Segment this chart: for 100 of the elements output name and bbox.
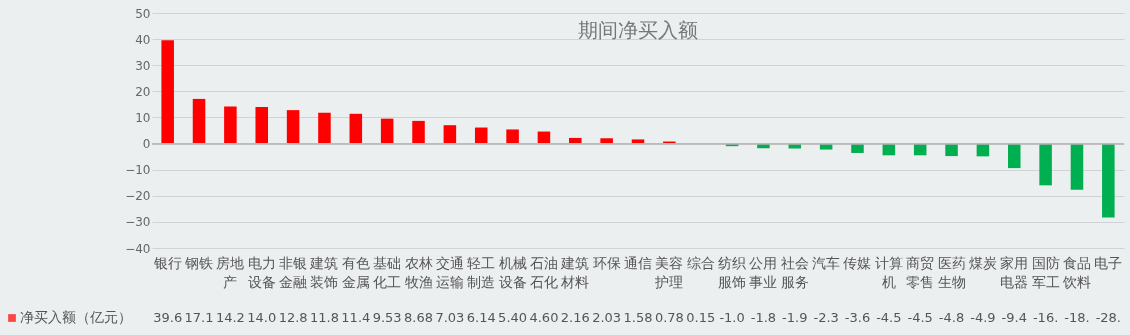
- bar: [224, 106, 237, 144]
- y-tick-label: 50: [135, 6, 151, 21]
- bar: [380, 118, 394, 144]
- data-label: -16.: [1032, 310, 1059, 325]
- data-label: 14.0: [247, 310, 277, 325]
- bar: [255, 107, 269, 144]
- x-tick-label: 有色金属: [341, 254, 370, 290]
- data-label: 6.14: [466, 310, 496, 325]
- x-tick-label: 建筑材料: [560, 254, 590, 290]
- bar: [506, 129, 519, 144]
- bar: [631, 139, 645, 144]
- bar: [851, 143, 864, 153]
- bar: [318, 112, 331, 144]
- bar: [882, 143, 896, 156]
- x-tick-label: 环保: [592, 254, 621, 271]
- data-label: 39.6: [153, 310, 183, 325]
- data-label: 8.68: [404, 310, 433, 325]
- legend-label: 净买入额（亿元）: [20, 309, 132, 325]
- x-tick-label: 纺织服饰: [718, 254, 747, 290]
- bar: [1070, 143, 1084, 190]
- x-tick-label: 建筑装饰: [309, 254, 339, 290]
- bar: [192, 98, 206, 144]
- x-tick-label: 机械设备: [498, 254, 527, 290]
- y-tick-label: −20: [125, 189, 151, 204]
- data-label: 12.8: [278, 310, 308, 325]
- x-tick-label: 商贸零售: [906, 254, 935, 290]
- bar: [349, 113, 363, 144]
- bar: [976, 143, 990, 157]
- bar: [1007, 143, 1021, 169]
- x-tick-label: 综合: [686, 254, 715, 271]
- data-label: -4.5: [907, 310, 933, 325]
- y-tick-label: 0: [142, 137, 151, 152]
- chart-title: 期间净买入额: [578, 18, 698, 42]
- bar: [569, 137, 582, 144]
- data-label: 17.1: [184, 310, 214, 325]
- data-label: 0.78: [654, 310, 684, 325]
- x-tick-label: 石油石化: [529, 254, 558, 290]
- x-tick-label: 钢铁: [184, 254, 214, 271]
- x-tick-label: 基础化工: [373, 254, 402, 290]
- data-label: 5.40: [498, 310, 528, 325]
- y-tick-label: 20: [135, 84, 151, 99]
- data-label: 1.58: [623, 310, 653, 325]
- y-tick-label: −10: [125, 163, 151, 178]
- bar: [1102, 143, 1115, 218]
- x-tick-label: 通信: [624, 254, 652, 271]
- x-tick-label: 汽车: [812, 254, 841, 271]
- data-label: -4.9: [970, 310, 996, 325]
- x-tick-label: 非银金融: [279, 254, 308, 290]
- bar: [474, 127, 488, 144]
- data-label: 4.60: [529, 310, 559, 325]
- data-label: -1.9: [782, 310, 808, 325]
- x-tick-label: 美容护理: [654, 254, 684, 290]
- y-tick-label: −40: [125, 241, 151, 256]
- x-tick-label: 煤炭: [968, 254, 997, 271]
- x-tick-label: 国防军工: [1031, 254, 1060, 290]
- data-label: -1.8: [750, 310, 777, 325]
- data-label: 0.15: [686, 310, 716, 325]
- x-tick-label: 食品饮料: [1061, 254, 1091, 290]
- x-tick-label: 社会服务: [780, 254, 809, 290]
- data-label: -28.: [1095, 310, 1122, 325]
- data-label: 9.53: [372, 310, 402, 325]
- data-label: -2.3: [813, 310, 839, 325]
- data-label: 11.8: [309, 310, 339, 325]
- bar: [443, 125, 457, 144]
- data-label: 2.16: [560, 310, 590, 325]
- data-label: 14.2: [215, 310, 245, 325]
- bar: [412, 120, 425, 144]
- x-tick-label: 电子: [1094, 254, 1123, 271]
- data-label: 7.03: [435, 310, 465, 325]
- bar: [788, 143, 802, 149]
- data-label: 11.4: [341, 310, 371, 325]
- y-tick-label: 30: [135, 58, 151, 73]
- data-label: -3.6: [844, 310, 871, 325]
- data-label: -4.5: [876, 310, 902, 325]
- data-label: -9.4: [1001, 310, 1027, 325]
- data-label: -18.: [1064, 310, 1090, 325]
- x-tick-label: 交通运输: [435, 254, 464, 290]
- data-label: 2.03: [592, 310, 622, 325]
- bar: [913, 143, 927, 156]
- x-tick-label: 公用事业: [749, 254, 778, 290]
- x-tick-label: 轻工制造: [467, 254, 496, 290]
- data-label: -4.8: [938, 310, 965, 325]
- y-tick-label: −30: [125, 215, 151, 230]
- y-tick-label: 10: [135, 110, 151, 125]
- x-tick-label: 传媒: [843, 254, 872, 271]
- x-tick-label: 房地产: [216, 254, 245, 290]
- data-label: -1.0: [719, 310, 745, 325]
- x-tick-label: 电力设备: [247, 254, 276, 290]
- x-tick-label: 计算机: [874, 254, 903, 290]
- bar: [600, 138, 613, 144]
- bar: [161, 40, 174, 144]
- bar: [1039, 143, 1052, 186]
- bar: [819, 143, 833, 150]
- x-tick-label: 家用电器: [1000, 254, 1029, 290]
- x-tick-label: 农林牧渔: [404, 254, 433, 290]
- bar: [286, 110, 300, 144]
- y-tick-label: 40: [135, 32, 151, 47]
- x-tick-label: 银行: [152, 254, 182, 271]
- x-tick-label: 医药生物: [937, 254, 966, 290]
- bar: [945, 143, 958, 157]
